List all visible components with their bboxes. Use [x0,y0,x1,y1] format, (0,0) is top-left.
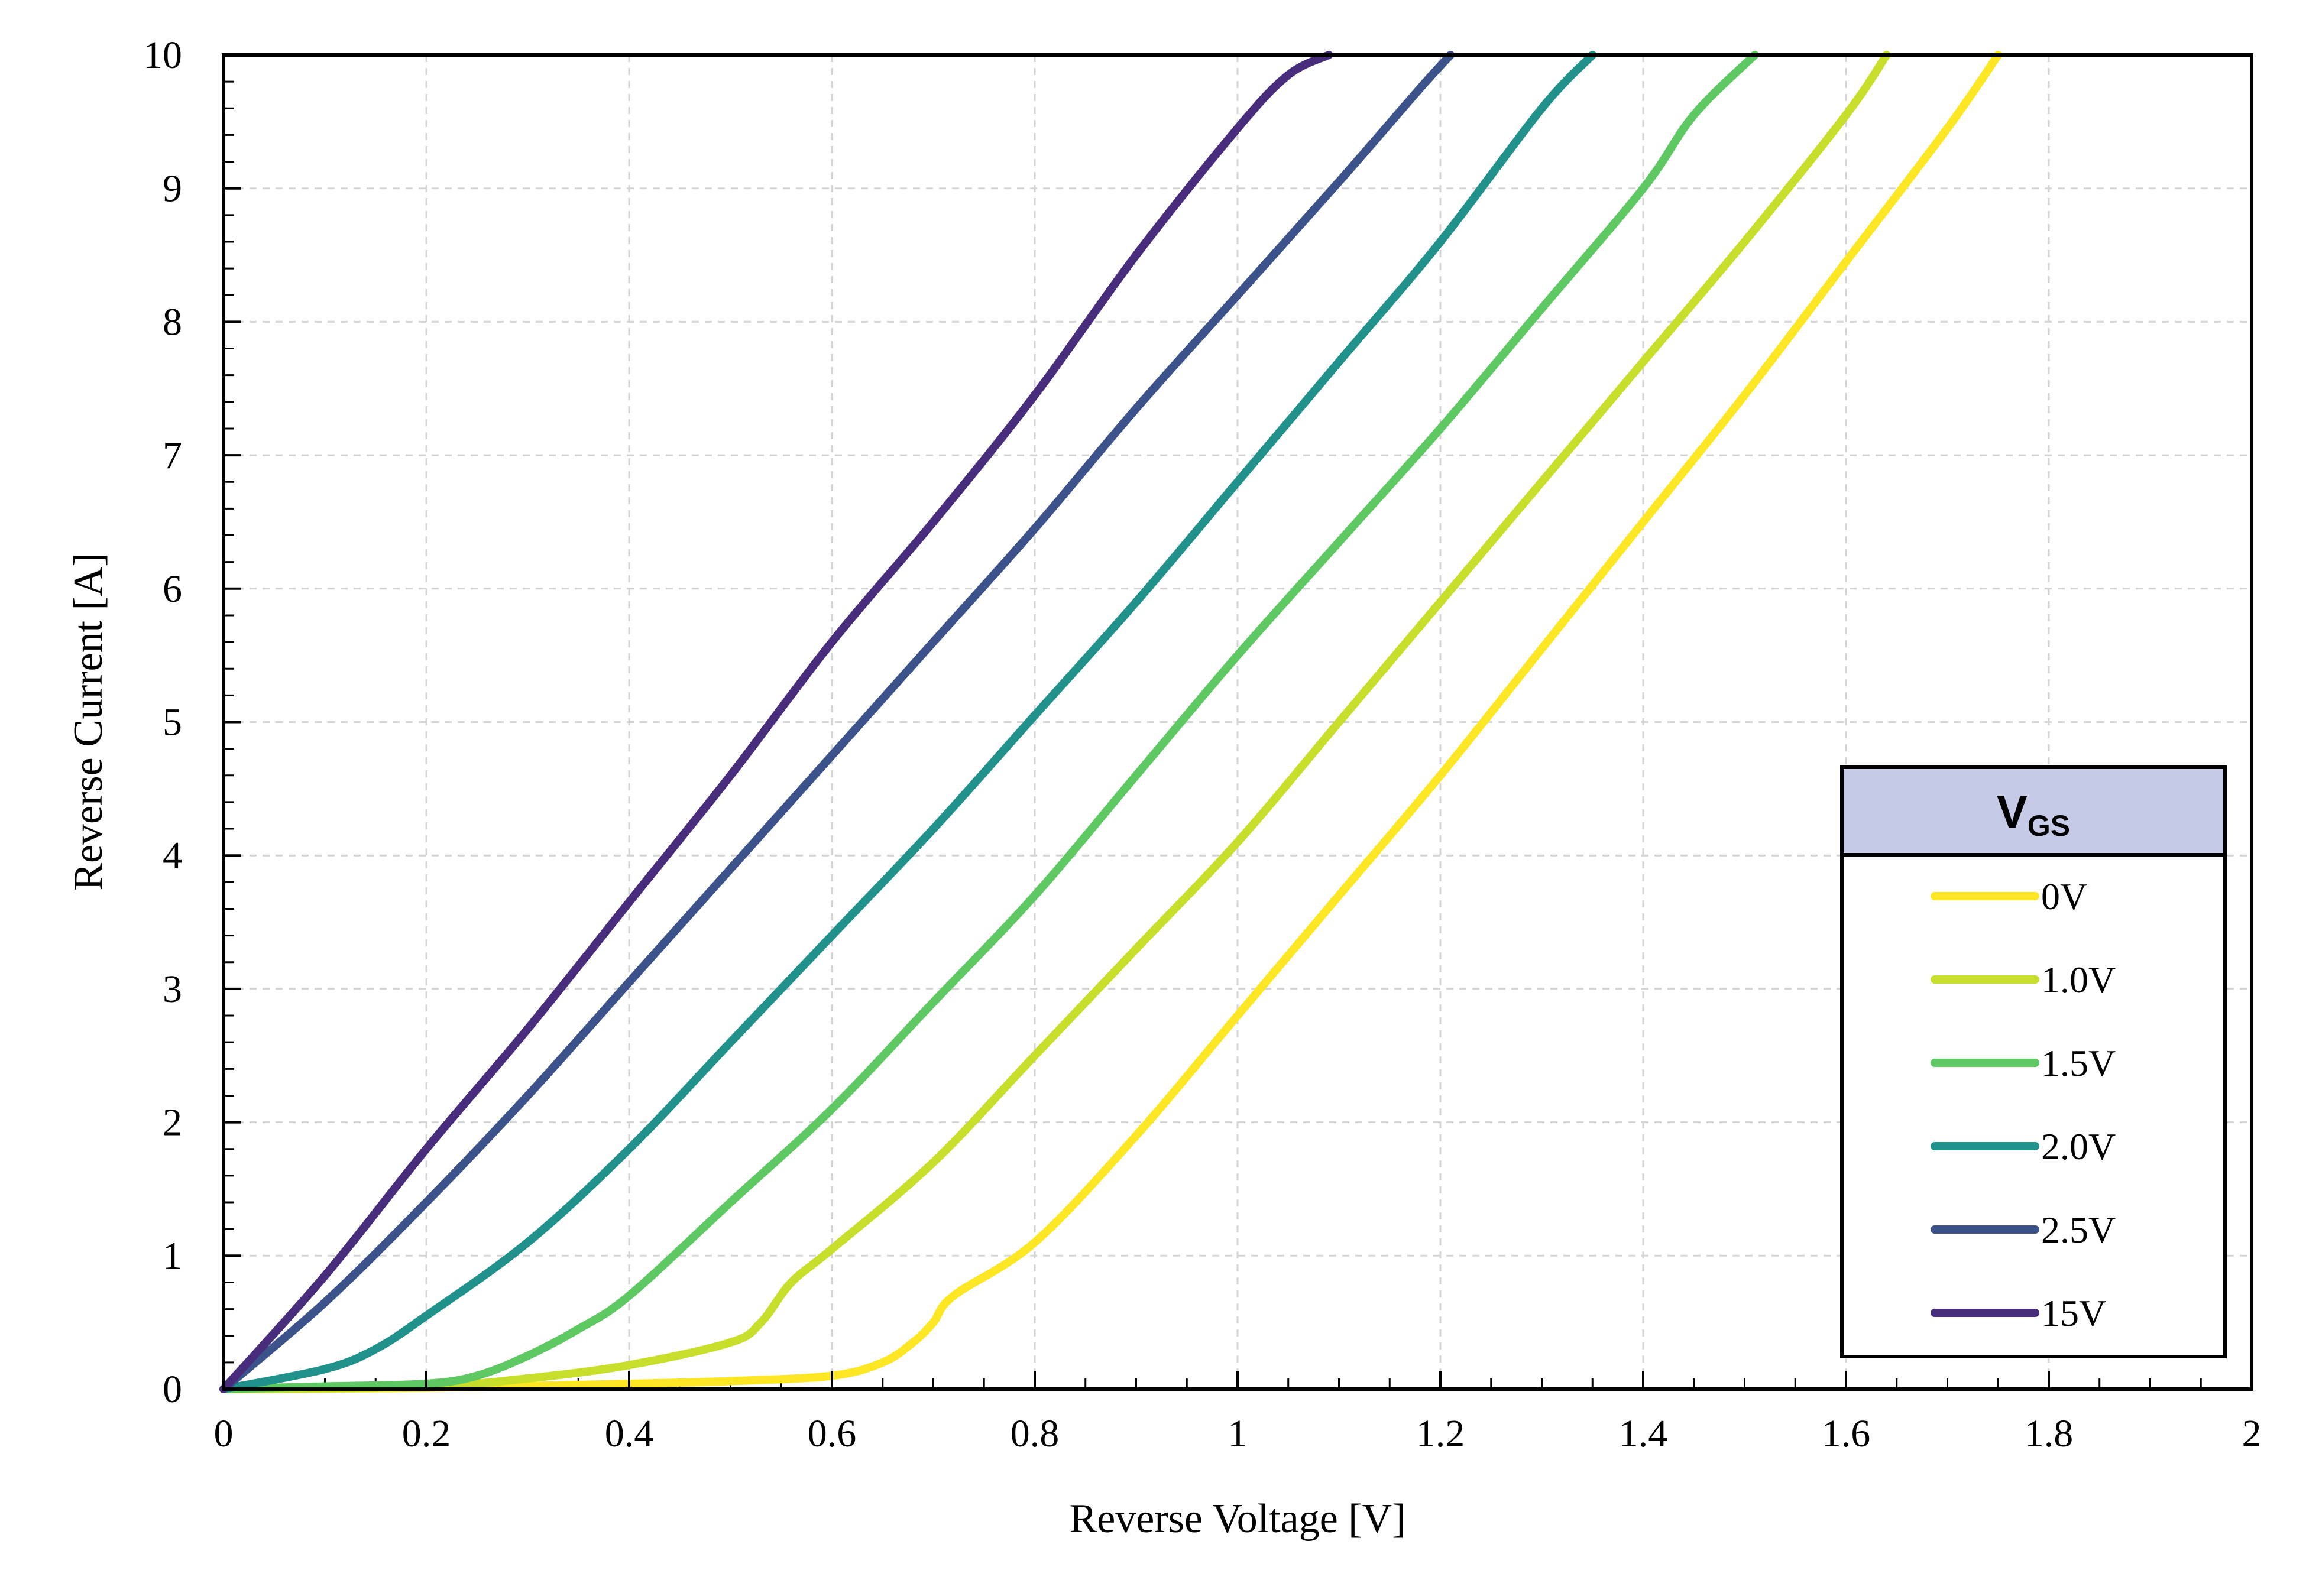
series-line-15v [219,51,1333,1393]
x-tick-label: 0 [214,1412,234,1455]
legend-label-2-0v: 2.0V [2041,1125,2116,1167]
y-tick-label: 1 [163,1234,182,1277]
x-tick-label: 2 [2242,1412,2262,1455]
series-line-2-5v [219,51,1455,1393]
legend-label-1-5v: 1.5V [2041,1042,2116,1084]
y-tick-label: 0 [163,1368,182,1411]
legend-label-15v: 15V [2041,1292,2106,1334]
y-tick-label: 8 [163,300,182,343]
x-axis-ticks: 0 0.2 0.4 0.6 0.8 1 1.2 1.4 1.6 1.8 2 [214,1371,2262,1455]
series-line-1-5v [219,51,1759,1393]
legend-label-0v: 0V [2041,875,2087,917]
legend-label-2-5v: 2.5V [2041,1209,2116,1251]
y-tick-label: 3 [163,968,182,1011]
grid [224,55,2252,1389]
y-tick-label: 2 [163,1101,182,1144]
legend-title: VGS [1997,786,2070,842]
legend: VGS 0V 1.0V 1.5V 2.0V 2.5V 15V [1840,765,2227,1358]
y-tick-label: 5 [163,701,182,744]
x-tick-label: 0.2 [402,1412,451,1455]
legend-title-subscript: GS [2028,809,2070,842]
legend-label-1-0v: 1.0V [2041,959,2116,1001]
x-tick-label: 1.8 [2025,1412,2074,1455]
legend-items: 0V 1.0V 1.5V 2.0V 2.5V 15V [1931,875,2116,1334]
y-tick-label: 4 [163,834,182,877]
legend-header [1840,765,2227,857]
series-line-1-0v [219,51,1891,1393]
x-tick-label: 0.4 [605,1412,654,1455]
x-tick-label: 1 [1228,1412,1248,1455]
x-tick-label: 0.8 [1011,1412,1060,1455]
x-tick-label: 1.6 [1822,1412,1871,1455]
y-tick-label: 7 [163,434,182,477]
y-tick-label: 10 [143,34,182,77]
series-line-0v [219,51,2003,1393]
y-tick-label: 9 [163,167,182,210]
series-group [219,51,2003,1393]
x-tick-label: 1.2 [1416,1412,1465,1455]
y-axis-title: Reverse Current [A] [66,553,111,890]
legend-title-main: V [1997,786,2028,838]
x-axis-title: Reverse Voltage [V] [1070,1496,1406,1542]
x-tick-label: 1.4 [1619,1412,1668,1455]
y-tick-label: 6 [163,567,182,611]
y-axis-ticks: 0 1 2 3 4 5 6 7 8 9 10 [143,34,241,1411]
x-tick-label: 0.6 [808,1412,857,1455]
series-line-2-0v [219,51,1597,1393]
